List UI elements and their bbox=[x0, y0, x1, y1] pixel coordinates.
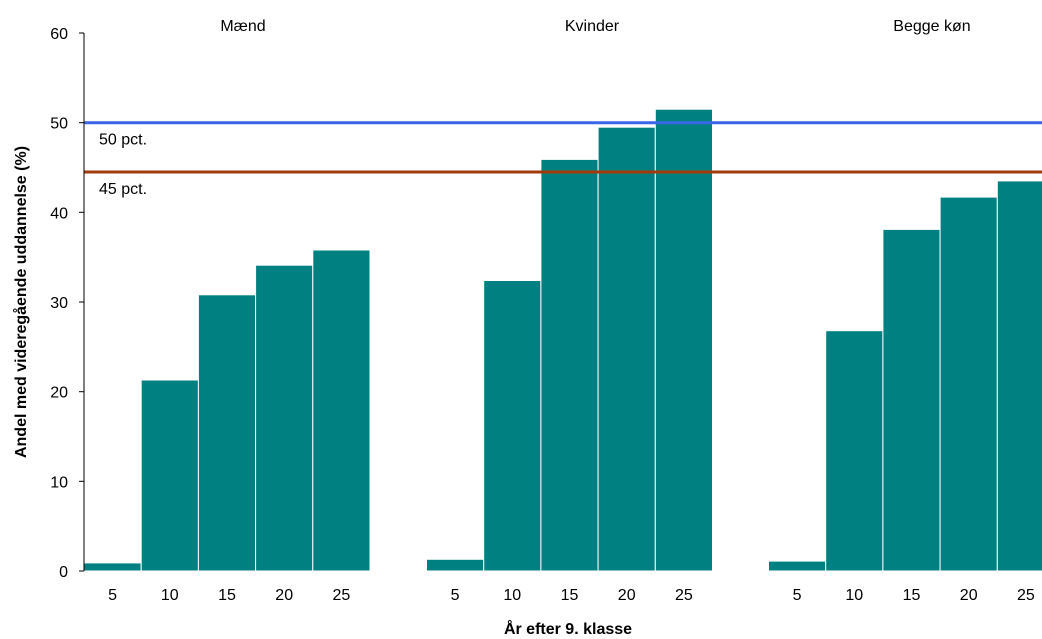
group-labels: Mænd Kvinder Begge køn bbox=[220, 18, 970, 35]
bar-2-3 bbox=[939, 196, 998, 572]
x-tick-label: 10 bbox=[161, 587, 179, 604]
reference-line-label: 45 pct. bbox=[99, 181, 147, 198]
x-tick-label: 15 bbox=[561, 587, 579, 604]
x-tick-label: 25 bbox=[675, 587, 693, 604]
y-tick-label: 40 bbox=[50, 205, 68, 222]
bar-0-2 bbox=[197, 294, 257, 572]
y-tick-label: 60 bbox=[50, 26, 68, 43]
y-tick-label: 0 bbox=[59, 564, 68, 581]
x-tick-label: 5 bbox=[793, 587, 802, 604]
x-tick-label: 5 bbox=[108, 587, 117, 604]
y-tick-label: 10 bbox=[50, 474, 68, 491]
y-tick-label: 50 bbox=[50, 116, 68, 133]
x-tick-labels: 5 10 15 20 25 5 10 15 20 25 5 10 15 20 25 bbox=[108, 587, 1035, 604]
bar-0-4 bbox=[312, 249, 371, 572]
group-label: Mænd bbox=[220, 18, 265, 35]
bar-0-3 bbox=[255, 264, 314, 572]
reference-line-label: 50 pct. bbox=[99, 132, 147, 149]
bar-1-0 bbox=[426, 558, 485, 572]
x-tick-label: 10 bbox=[503, 587, 521, 604]
bar-2-4 bbox=[996, 180, 1042, 572]
bar-2-0 bbox=[768, 560, 827, 572]
bar-1-3 bbox=[597, 126, 656, 572]
bar-2-2 bbox=[882, 228, 941, 572]
x-tick-label: 15 bbox=[218, 587, 236, 604]
x-tick-label: 20 bbox=[618, 587, 636, 604]
y-axis-title: Andel med videregående uddannelse (%) bbox=[12, 146, 30, 458]
y-tick-label: 20 bbox=[50, 385, 68, 402]
x-tick-label: 25 bbox=[1017, 587, 1035, 604]
bar-0-0 bbox=[83, 562, 142, 572]
x-tick-label: 20 bbox=[960, 587, 978, 604]
bar-2-1 bbox=[825, 330, 884, 572]
bar-1-2 bbox=[540, 158, 599, 572]
bars-layer bbox=[83, 108, 1042, 572]
y-tick-labels: 0 10 20 30 40 50 60 bbox=[50, 26, 84, 581]
x-tick-label: 15 bbox=[903, 587, 921, 604]
bar-1-1 bbox=[483, 280, 542, 572]
group-label: Kvinder bbox=[565, 18, 620, 35]
bar-0-1 bbox=[140, 379, 199, 572]
reference-lines-layer: 50 pct. 45 pct. bbox=[84, 121, 1042, 198]
x-tick-label: 5 bbox=[451, 587, 460, 604]
x-tick-label: 20 bbox=[275, 587, 293, 604]
group-label: Begge køn bbox=[893, 18, 970, 35]
x-axis-title: År efter 9. klasse bbox=[504, 619, 632, 638]
x-tick-label: 10 bbox=[845, 587, 863, 604]
bar-1-4 bbox=[654, 108, 713, 572]
x-tick-label: 25 bbox=[333, 587, 351, 604]
y-tick-label: 30 bbox=[50, 295, 68, 312]
